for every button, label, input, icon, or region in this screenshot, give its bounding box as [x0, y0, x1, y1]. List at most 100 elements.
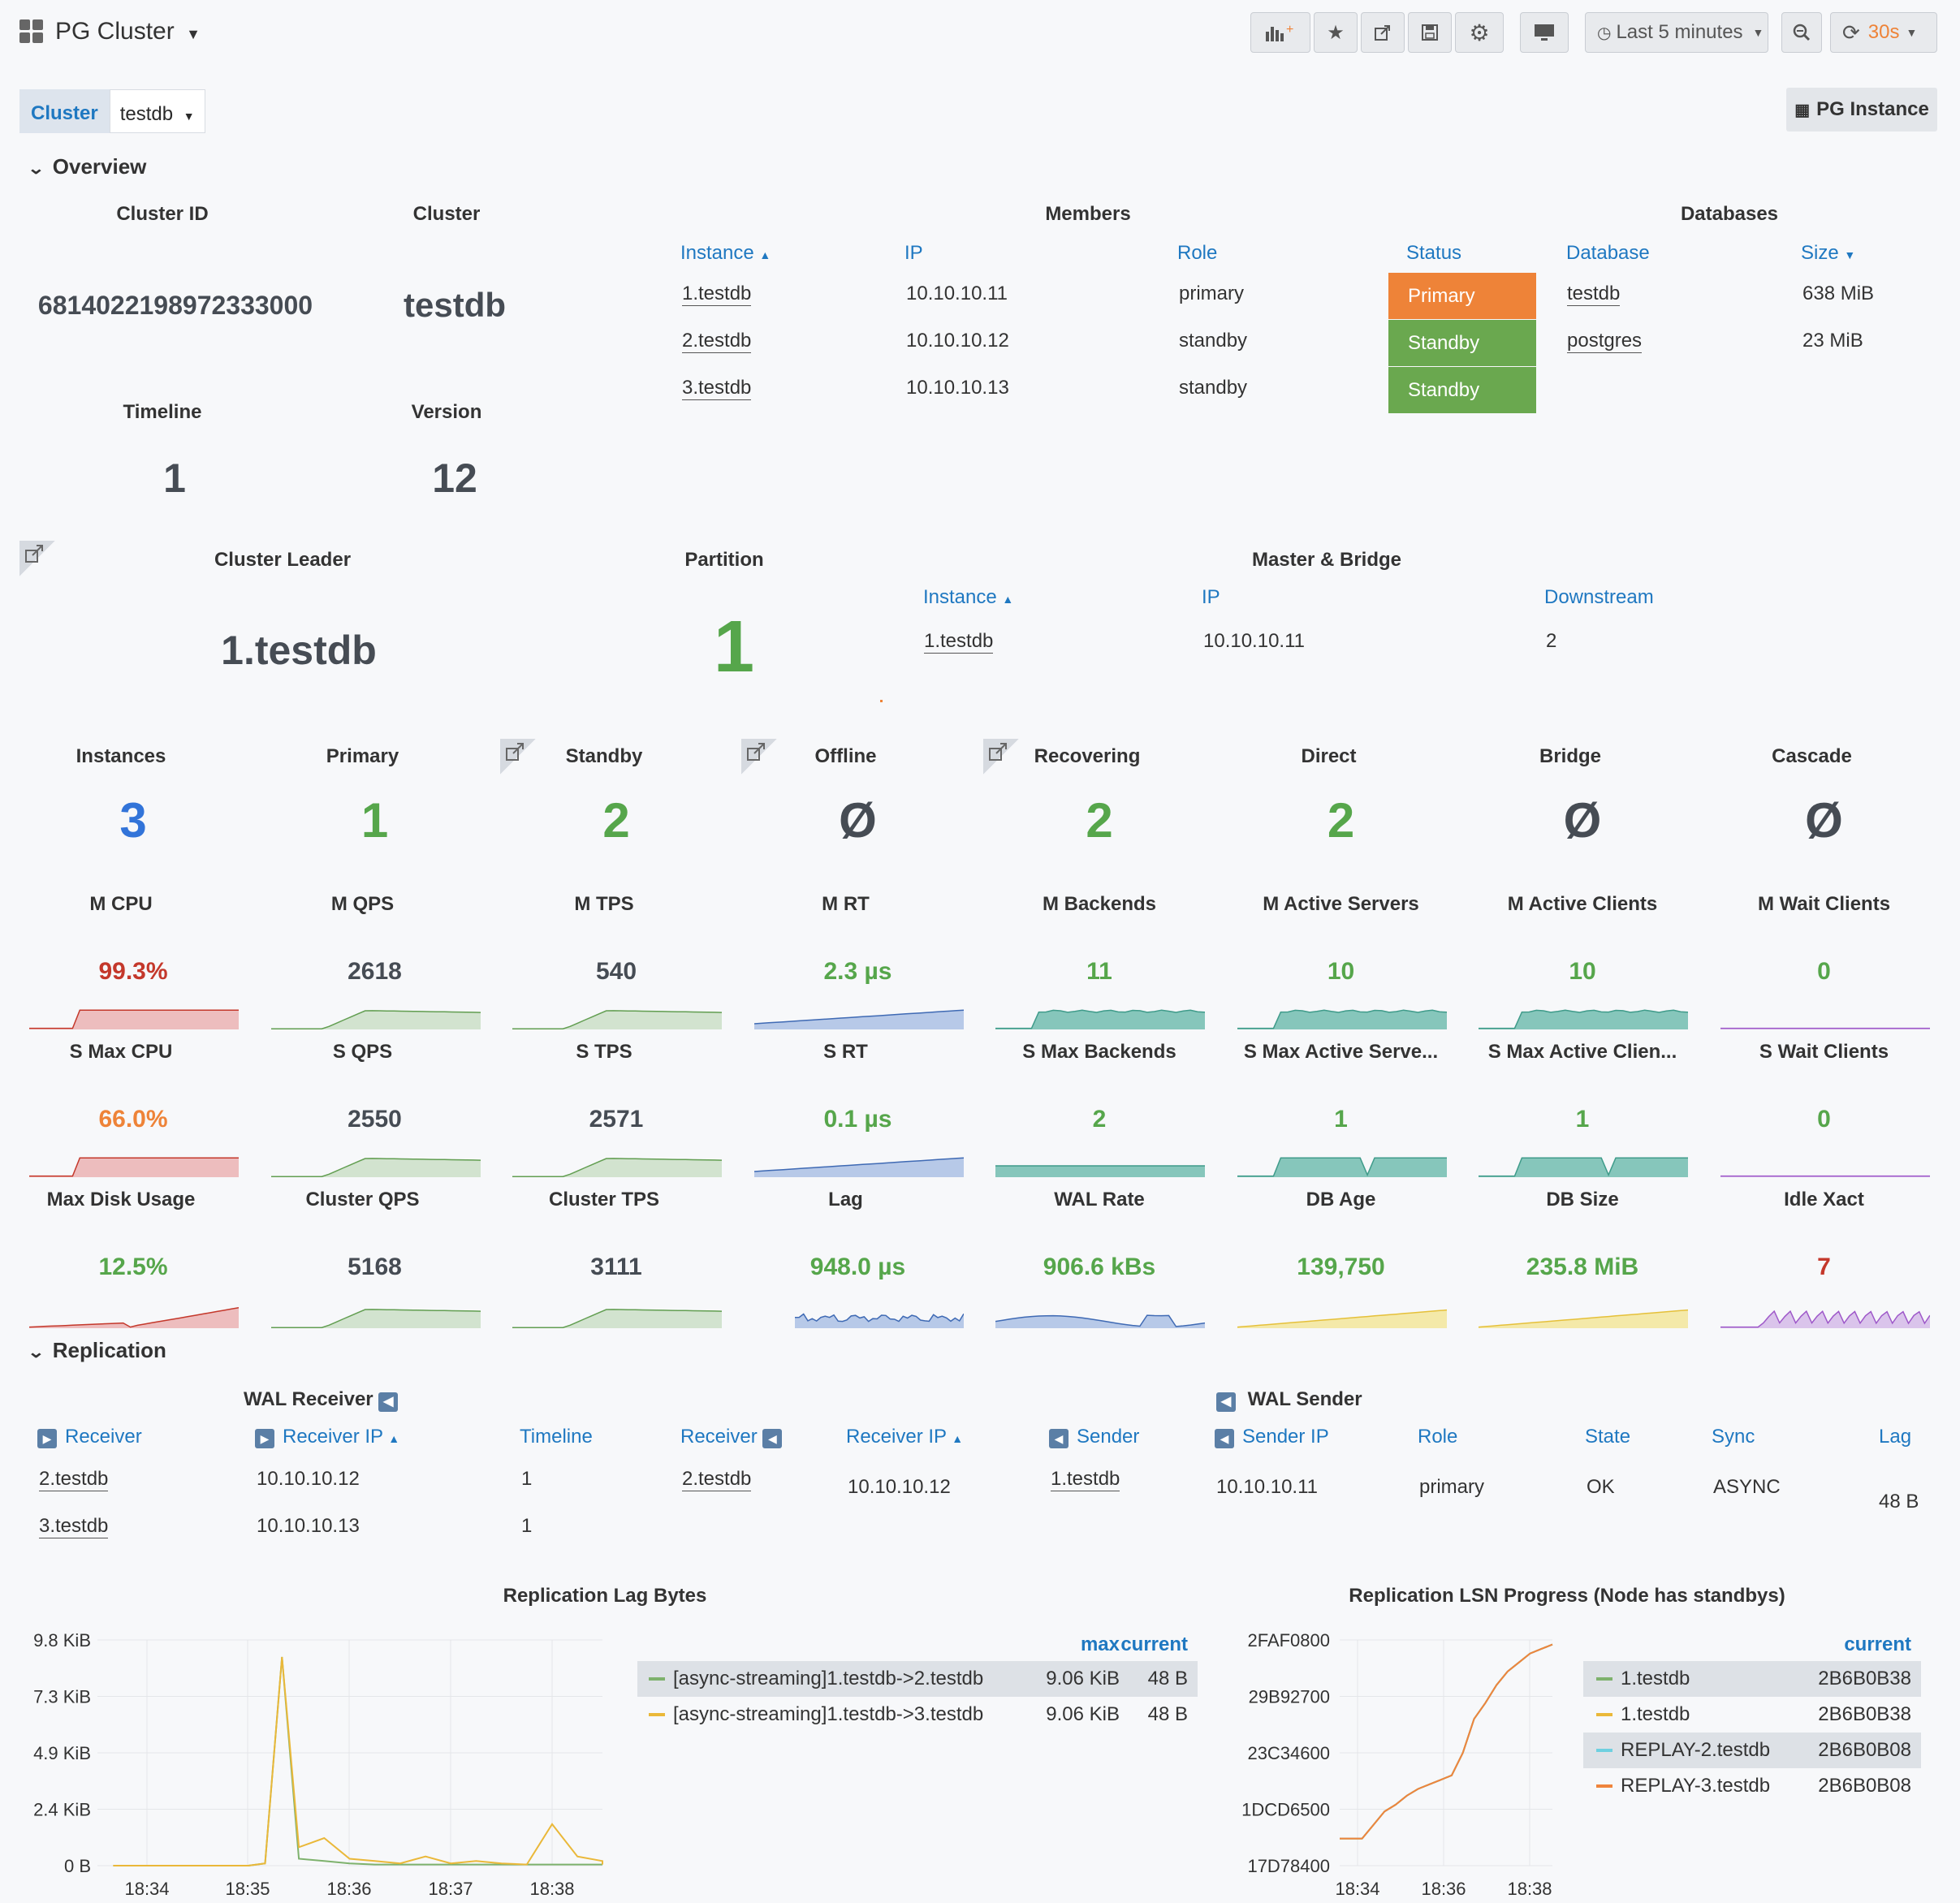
- stat-value: 3111: [590, 1254, 642, 1280]
- stat-title: Idle Xact: [1784, 1189, 1864, 1210]
- ws-row-receiver[interactable]: 2.testdb: [682, 1468, 752, 1491]
- ws-row-sender[interactable]: 1.testdb: [1051, 1468, 1120, 1491]
- ws-row-role: primary: [1419, 1476, 1485, 1498]
- legend-col-current[interactable]: current: [1120, 1633, 1188, 1655]
- legend-row[interactable]: [async-streaming]1.testdb->2.testdb 9.06 …: [637, 1661, 1198, 1697]
- version-value: 12: [432, 455, 477, 501]
- cluster-variable-select[interactable]: testdb ▼: [109, 89, 205, 133]
- timeline-value: 1: [163, 455, 186, 501]
- settings-button[interactable]: ⚙: [1455, 12, 1504, 53]
- legend-row[interactable]: REPLAY-3.testdb 2B6B0B08: [1583, 1768, 1921, 1804]
- lag-chart[interactable]: 0 B 2.4 KiB 4.9 KiB 7.3 KiB 9.8 KiB 18:34 18:3…: [16, 1616, 617, 1903]
- legend-row[interactable]: [async-streaming]1.testdb->3.testdb 9.06 …: [637, 1697, 1198, 1733]
- apps-grid-icon[interactable]: [19, 19, 44, 44]
- lsn-chart-legend: current 1.testdb 2B6B0B38 1.testdb 2B6B0B38…: [1583, 1633, 1921, 1804]
- add-panel-button[interactable]: +: [1250, 12, 1310, 53]
- ws-col-receiver-ip[interactable]: Receiver IP ▲: [846, 1426, 963, 1448]
- stat-title: S RT: [823, 1041, 868, 1063]
- dashboard-grid-icon: ▦: [1794, 101, 1811, 119]
- row-replication[interactable]: ⌄ Replication: [27, 1338, 166, 1363]
- members-row-instance[interactable]: 2.testdb: [682, 330, 752, 353]
- tv-mode-button[interactable]: [1520, 12, 1569, 53]
- time-range-picker[interactable]: ◷ Last 5 minutes ▼: [1585, 12, 1768, 53]
- stat-title: M Backends: [1042, 893, 1157, 915]
- cluster-id-title: Cluster ID: [116, 203, 209, 225]
- sparkline-line: [1237, 1309, 1447, 1328]
- panel-link-corner[interactable]: [499, 739, 536, 775]
- dashboard-title[interactable]: PG Cluster ▼: [55, 18, 201, 45]
- ws-col-receiver[interactable]: Receiver ◀: [680, 1426, 783, 1448]
- row-overview[interactable]: ⌄ Overview: [27, 154, 147, 179]
- databases-row-size: 638 MiB: [1802, 283, 1875, 304]
- sparkline-line: [1479, 1009, 1688, 1029]
- count-value: 1: [360, 793, 389, 848]
- x-tick-label: 18:38: [1507, 1879, 1552, 1899]
- ws-col-sender[interactable]: ◀ Sender: [1049, 1426, 1139, 1448]
- wr-col-receiver-ip[interactable]: ▶ Receiver IP ▲: [255, 1426, 399, 1448]
- mb-row-instance[interactable]: 1.testdb: [924, 630, 994, 654]
- zoom-out-button[interactable]: [1781, 12, 1822, 53]
- stat-value: 5168: [348, 1254, 402, 1280]
- wr-row-receiver[interactable]: 2.testdb: [39, 1468, 109, 1491]
- mb-col-instance[interactable]: Instance ▲: [923, 586, 1013, 609]
- members-row-instance[interactable]: 1.testdb: [682, 283, 752, 306]
- members-col-instance[interactable]: Instance ▲: [680, 242, 771, 265]
- cluster-variable-label: Cluster: [19, 89, 110, 133]
- legend-col-max[interactable]: max: [1080, 1633, 1120, 1655]
- legend-current: 2B6B0B38: [1818, 1703, 1911, 1725]
- ws-col-receiver-label: Receiver: [680, 1426, 758, 1448]
- ws-col-lag[interactable]: Lag: [1879, 1426, 1912, 1448]
- databases-row-database[interactable]: testdb: [1567, 283, 1621, 306]
- legend-col-current[interactable]: current: [1844, 1633, 1911, 1655]
- legend-row[interactable]: 1.testdb 2B6B0B38: [1583, 1697, 1921, 1733]
- mb-col-ip[interactable]: IP: [1202, 586, 1220, 608]
- sparkline-line: [1720, 1310, 1930, 1328]
- members-col-role[interactable]: Role: [1177, 242, 1218, 264]
- share-button[interactable]: [1361, 12, 1405, 53]
- databases-col-size[interactable]: Size ▼: [1801, 242, 1855, 265]
- sparkline-area: [995, 1010, 1205, 1029]
- members-col-ip[interactable]: IP: [904, 242, 923, 264]
- stat-value: 1: [1575, 1106, 1590, 1133]
- stat-title: Cluster TPS: [548, 1189, 660, 1210]
- y-tick-label: 2FAF0800: [1247, 1630, 1330, 1651]
- lsn-chart[interactable]: 17D78400 1DCD6500 23C34600 29B92700 2FAF0800…: [1218, 1616, 1559, 1903]
- wr-row-receiver[interactable]: 3.testdb: [39, 1515, 109, 1538]
- ws-col-state[interactable]: State: [1585, 1426, 1631, 1448]
- members-row-role: primary: [1179, 283, 1245, 304]
- pg-instance-link[interactable]: ▦ PG Instance: [1786, 88, 1937, 132]
- databases-row-database[interactable]: postgres: [1567, 330, 1643, 353]
- ws-col-sync[interactable]: Sync: [1712, 1426, 1755, 1448]
- panel-link-corner[interactable]: [741, 739, 777, 775]
- series-line: [1340, 1643, 1553, 1840]
- panel-link-corner[interactable]: [19, 541, 55, 576]
- ws-col-role[interactable]: Role: [1418, 1426, 1458, 1448]
- ws-col-sender-ip[interactable]: ◀ Sender IP: [1215, 1426, 1329, 1448]
- count-value: 3: [119, 793, 147, 848]
- star-button[interactable]: ★: [1314, 12, 1358, 53]
- save-button[interactable]: [1408, 12, 1452, 53]
- legend-row[interactable]: 1.testdb 2B6B0B38: [1583, 1661, 1921, 1697]
- legend-row[interactable]: REPLAY-2.testdb 2B6B0B08: [1583, 1733, 1921, 1768]
- wr-col-receiver-label: Receiver: [65, 1426, 142, 1448]
- members-col-status[interactable]: Status: [1406, 242, 1462, 264]
- row-overview-title: Overview: [52, 154, 147, 179]
- mb-col-downstream[interactable]: Downstream: [1544, 586, 1654, 608]
- panel-link-corner[interactable]: [982, 739, 1019, 775]
- members-row-instance[interactable]: 3.testdb: [682, 377, 752, 400]
- y-tick-label: 23C34600: [1247, 1743, 1330, 1763]
- databases-col-database[interactable]: Database: [1566, 242, 1650, 264]
- stat-sparkline: [270, 1010, 481, 1029]
- stat-sparkline: [512, 1158, 722, 1177]
- sparkline-area: [1237, 1158, 1447, 1177]
- stat-sparkline: [995, 1314, 1205, 1328]
- wr-col-receiver[interactable]: ▶ Receiver: [37, 1426, 142, 1448]
- refresh-button[interactable]: ⟳ 30s ▼: [1830, 12, 1937, 53]
- arrow-right-box-icon: ▶: [255, 1429, 274, 1448]
- wr-col-timeline[interactable]: Timeline: [520, 1426, 593, 1448]
- stat-sparkline: [1237, 1309, 1447, 1328]
- members-row-role: standby: [1179, 377, 1248, 399]
- stat-value: 2: [1092, 1106, 1107, 1133]
- stat-title: S TPS: [576, 1041, 632, 1063]
- stat-value: 12.5%: [98, 1254, 168, 1280]
